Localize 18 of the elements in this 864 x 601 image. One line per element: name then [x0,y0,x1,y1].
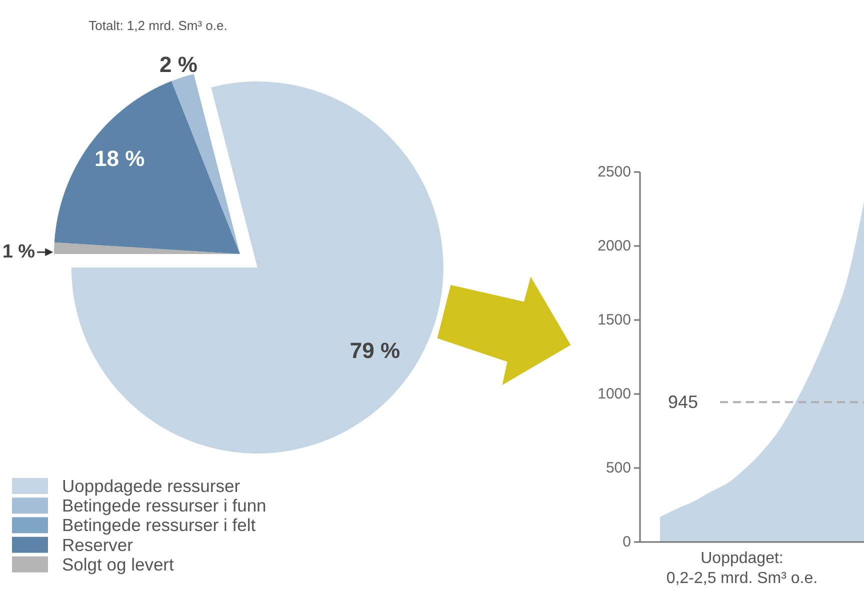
data-label: 79 % [350,338,400,364]
legend-label: Betingede ressurser i funn [62,496,266,516]
y-tick-label: 1000 [598,386,631,402]
y-tick-label: 0 [622,534,631,550]
data-label: 2 % [160,52,198,78]
ref-line-label: 945 [668,392,698,412]
data-label: 1 % [2,242,36,263]
x-axis-title: Uoppdaget: 0,2-2,5 mrd. Sm³ o.e. [666,550,818,587]
y-tick-label: 2000 [598,238,631,254]
y-tick-label: 1500 [598,312,631,328]
legend-label: Reserver [62,534,134,555]
y-tick-label: 2500 [598,164,631,180]
legend-label: Uoppdagede ressurser [62,476,240,496]
chart-title: Totalt: 1,2 mrd. Sm³ o.e. [88,18,228,33]
legend-label: Betingede ressurser i felt [62,515,256,536]
data-label: 18 % [94,146,145,172]
y-tick-label: 500 [606,460,631,476]
legend-label: Solgt og levert [62,554,174,574]
